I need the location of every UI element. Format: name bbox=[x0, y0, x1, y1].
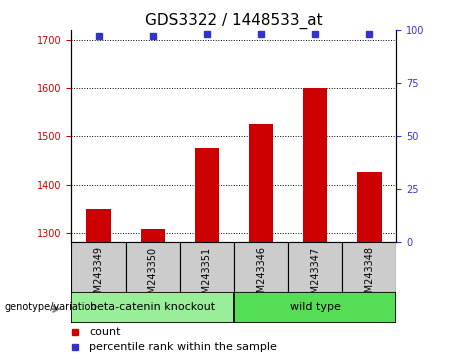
Bar bbox=[288, 242, 342, 292]
Bar bbox=[357, 172, 382, 242]
Text: GSM243349: GSM243349 bbox=[94, 246, 104, 306]
Bar bbox=[234, 292, 396, 323]
Text: genotype/variation: genotype/variation bbox=[5, 302, 97, 313]
Bar bbox=[125, 242, 180, 292]
Text: beta-catenin knockout: beta-catenin knockout bbox=[90, 302, 215, 313]
Bar bbox=[249, 124, 273, 242]
Text: GSM243346: GSM243346 bbox=[256, 246, 266, 306]
Bar bbox=[71, 242, 125, 292]
Bar bbox=[234, 242, 288, 292]
Bar bbox=[141, 229, 165, 242]
Text: wild type: wild type bbox=[290, 302, 341, 313]
Bar bbox=[195, 148, 219, 242]
Text: percentile rank within the sample: percentile rank within the sample bbox=[89, 342, 277, 352]
Text: GSM243348: GSM243348 bbox=[364, 246, 374, 306]
Bar bbox=[180, 242, 234, 292]
Text: GSM243350: GSM243350 bbox=[148, 246, 158, 306]
Bar bbox=[86, 209, 111, 242]
Bar bbox=[342, 242, 396, 292]
Text: GSM243351: GSM243351 bbox=[202, 246, 212, 306]
Text: GSM243347: GSM243347 bbox=[310, 246, 320, 306]
Bar bbox=[303, 88, 327, 242]
Title: GDS3322 / 1448533_at: GDS3322 / 1448533_at bbox=[145, 12, 323, 29]
Bar bbox=[71, 292, 234, 323]
Text: count: count bbox=[89, 327, 121, 337]
